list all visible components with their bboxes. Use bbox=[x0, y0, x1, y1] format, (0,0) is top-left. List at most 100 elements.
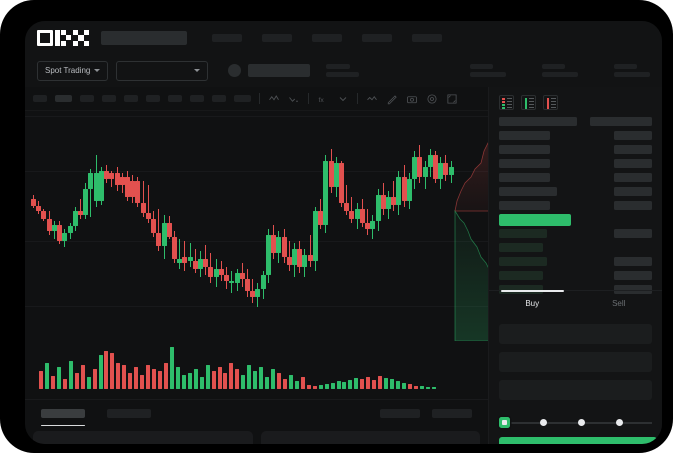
interval-button-9[interactable] bbox=[212, 95, 226, 102]
panel-left[interactable] bbox=[33, 431, 253, 444]
volume-bar bbox=[152, 369, 157, 389]
orderbook-both-icon[interactable] bbox=[499, 95, 514, 110]
nav-item-5[interactable] bbox=[412, 33, 442, 42]
volume-bar bbox=[110, 353, 115, 389]
interval-button-7[interactable] bbox=[168, 95, 182, 102]
drawing-icon[interactable] bbox=[386, 93, 398, 105]
svg-text:fx: fx bbox=[319, 97, 325, 104]
indicators-icon[interactable]: fx bbox=[317, 93, 329, 105]
stat-label bbox=[470, 64, 493, 69]
settings-icon[interactable] bbox=[426, 93, 438, 105]
interval-button-2[interactable] bbox=[55, 95, 72, 102]
volume-bar bbox=[419, 386, 424, 389]
action-2[interactable] bbox=[432, 409, 472, 418]
orderbook-row[interactable] bbox=[499, 130, 652, 142]
bottom-panels bbox=[25, 431, 488, 444]
nav-item-3[interactable] bbox=[312, 33, 342, 42]
orderbook-row[interactable] bbox=[499, 158, 652, 170]
search-input[interactable] bbox=[101, 30, 187, 45]
candle-style-icon[interactable] bbox=[268, 93, 280, 105]
orderbook-price bbox=[499, 214, 571, 226]
orderbook-rows[interactable] bbox=[489, 116, 662, 296]
interval-button-8[interactable] bbox=[190, 95, 204, 102]
orderbook-row[interactable] bbox=[499, 284, 652, 296]
candle-body bbox=[77, 211, 83, 215]
orderbook-asks-icon[interactable] bbox=[543, 95, 558, 110]
volume-bar bbox=[390, 379, 395, 389]
slider-step-75[interactable] bbox=[616, 419, 623, 426]
interval-button-3[interactable] bbox=[80, 95, 94, 102]
tab-order-history[interactable] bbox=[107, 409, 151, 418]
volume-bar bbox=[288, 375, 293, 389]
nav-item-2[interactable] bbox=[262, 33, 292, 42]
volume-bar bbox=[348, 380, 353, 389]
nav-item-1[interactable] bbox=[212, 33, 242, 42]
interval-button-1[interactable] bbox=[33, 95, 47, 102]
trading-pair-selector[interactable] bbox=[116, 60, 209, 81]
orderbook-row[interactable] bbox=[499, 200, 652, 212]
candle-body bbox=[255, 289, 261, 297]
amount-field[interactable] bbox=[499, 352, 652, 372]
tab-open-orders[interactable] bbox=[41, 409, 85, 426]
candle-wick bbox=[111, 171, 113, 187]
orderbook-quantity bbox=[614, 173, 652, 182]
volume-bar bbox=[62, 379, 67, 389]
stat-value bbox=[326, 72, 360, 77]
amount-slider[interactable] bbox=[499, 417, 653, 429]
slider-step-25[interactable] bbox=[540, 419, 547, 426]
orderbook-row[interactable] bbox=[499, 172, 652, 184]
candle-body bbox=[245, 279, 251, 291]
candle-body bbox=[292, 249, 297, 265]
line-style-icon[interactable] bbox=[288, 93, 300, 105]
orderbook-spread-row[interactable] bbox=[499, 214, 652, 226]
orderbook-row[interactable] bbox=[499, 116, 652, 128]
volume-bar bbox=[330, 383, 335, 389]
panel-right[interactable] bbox=[260, 431, 480, 444]
orderbook-bids-icon[interactable] bbox=[521, 95, 536, 110]
nav-item-4[interactable] bbox=[362, 33, 392, 42]
fullscreen-icon[interactable] bbox=[446, 93, 458, 105]
spot-trading-selector[interactable]: Spot Trading bbox=[37, 60, 109, 81]
orderbook-quantity bbox=[614, 187, 652, 196]
candle-body bbox=[286, 257, 292, 265]
camera-icon[interactable] bbox=[406, 93, 418, 105]
action-1[interactable] bbox=[380, 409, 420, 418]
candle-body bbox=[224, 275, 230, 281]
orderbook-row[interactable] bbox=[499, 144, 652, 156]
orderbook-price bbox=[499, 201, 550, 210]
tab-buy[interactable]: Buy bbox=[489, 290, 576, 316]
orders-actions bbox=[380, 409, 472, 418]
slider-step-50[interactable] bbox=[578, 419, 585, 426]
candle-body bbox=[166, 223, 172, 237]
orderbook-row[interactable] bbox=[499, 228, 652, 240]
total-field[interactable] bbox=[499, 380, 652, 400]
orderbook-quantity bbox=[614, 271, 652, 280]
interval-button-4[interactable] bbox=[102, 95, 116, 102]
orderbook-row[interactable] bbox=[499, 242, 652, 254]
orderbook-row[interactable] bbox=[499, 256, 652, 268]
candle-body bbox=[198, 259, 204, 269]
okx-logo[interactable] bbox=[37, 29, 89, 46]
candle-body bbox=[83, 189, 89, 215]
orderbook-price bbox=[499, 131, 550, 140]
slider-handle[interactable] bbox=[499, 417, 510, 428]
candle-body bbox=[271, 235, 277, 253]
candle-body bbox=[213, 269, 219, 277]
orderbook-row[interactable] bbox=[499, 270, 652, 282]
interval-button-10[interactable] bbox=[234, 95, 251, 102]
compare-icon[interactable] bbox=[366, 93, 378, 105]
chevron-down-icon[interactable] bbox=[337, 93, 349, 105]
orderbook-row[interactable] bbox=[499, 186, 652, 198]
tab-sell[interactable]: Sell bbox=[576, 291, 663, 316]
volume-bar bbox=[265, 377, 270, 389]
price-field[interactable] bbox=[499, 324, 652, 344]
interval-button-5[interactable] bbox=[124, 95, 138, 102]
candle-body bbox=[265, 235, 271, 275]
candle-wick bbox=[179, 239, 181, 269]
candle-wick bbox=[142, 181, 144, 217]
price-chart[interactable] bbox=[25, 111, 488, 341]
buy-submit-button[interactable] bbox=[499, 437, 657, 444]
interval-button-6[interactable] bbox=[146, 95, 160, 102]
candle-body bbox=[438, 163, 444, 179]
logo-letter-k bbox=[55, 29, 71, 46]
